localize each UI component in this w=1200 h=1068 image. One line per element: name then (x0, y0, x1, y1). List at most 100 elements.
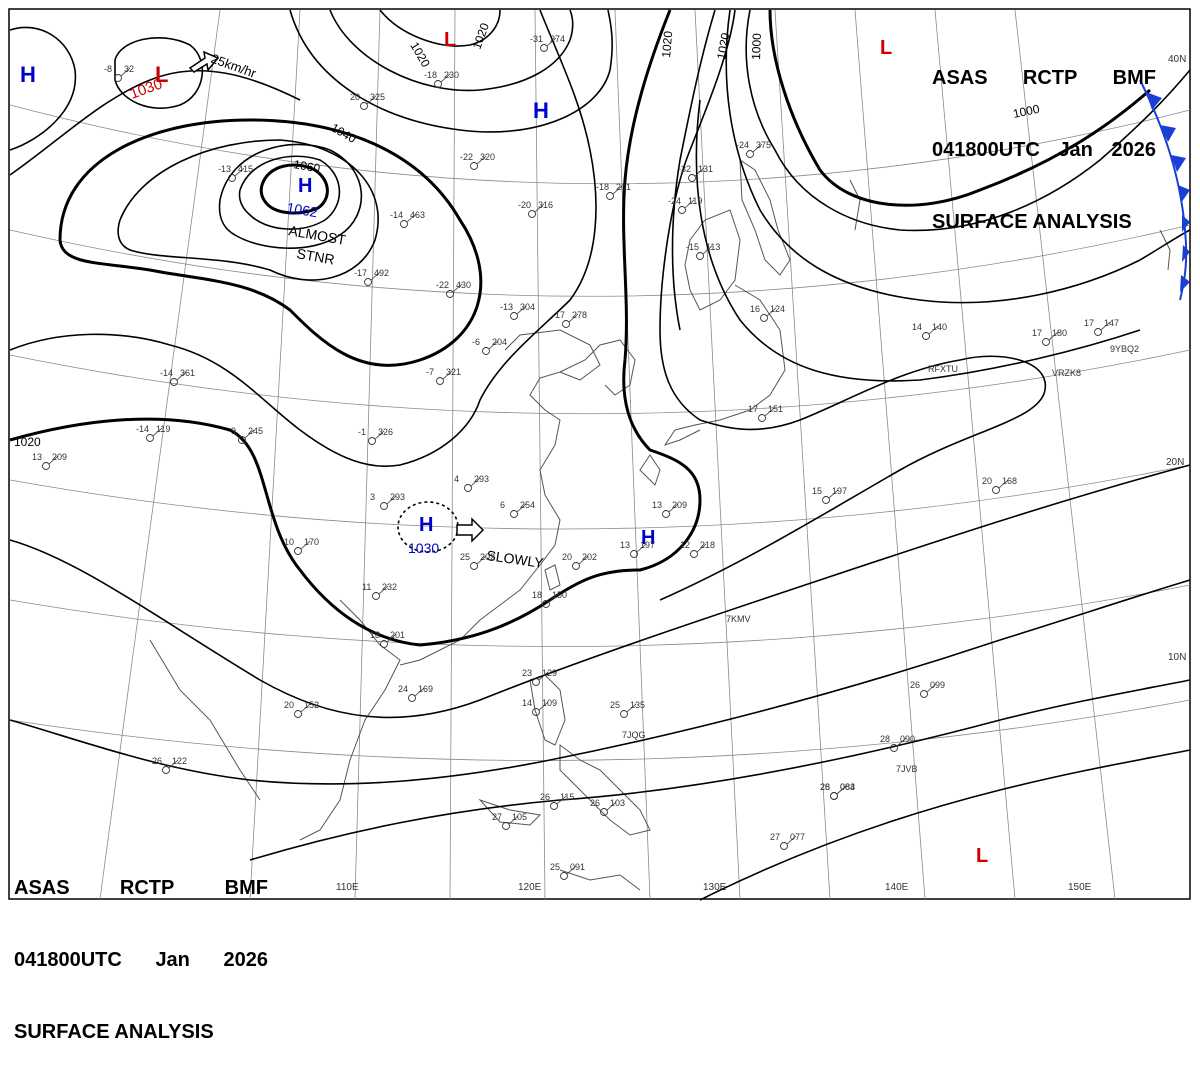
station-marker (992, 486, 1000, 494)
station-plot: 11 232 (362, 582, 397, 600)
ship-id: 7KMV (726, 614, 751, 624)
station-marker (696, 252, 704, 260)
wind-barb (374, 430, 385, 440)
header-year: 2026 (223, 949, 269, 971)
ship-id: RFXTU (928, 364, 958, 374)
station-pressure: 321 (446, 367, 461, 377)
station-marker (542, 600, 550, 608)
wind-barb (488, 340, 499, 350)
station-pressure: 245 (248, 426, 263, 436)
station-temp: -7 (426, 367, 434, 377)
ship-id: 7JVB (896, 764, 918, 774)
station-plot: 27 077 (770, 832, 805, 850)
station-temp: -17 (354, 268, 367, 278)
station-temp: 6 (500, 500, 505, 510)
cold-front (1139, 79, 1190, 301)
wind-barb (152, 427, 163, 437)
station-temp: -32 (678, 164, 691, 174)
station-plot: 17 151 (748, 404, 783, 422)
station-pressure: 180 (1052, 328, 1067, 338)
surface-analysis-map: 110E 120E 130E 140E 150E 40N 20N 10N (8, 8, 1191, 901)
station-temp: 3 (370, 492, 375, 502)
station-marker (572, 562, 580, 570)
isobar-label: 1020 (714, 31, 732, 60)
high-center: H (533, 98, 549, 123)
station-marker (562, 320, 570, 328)
isobar-label: 1060 (292, 157, 321, 175)
wind-barb (606, 801, 617, 811)
wind-barb (548, 593, 559, 603)
station-pressure: 119 (156, 424, 170, 434)
map-frame (8, 8, 1191, 900)
station-marker (470, 162, 478, 170)
station-plot: 26 115 (540, 792, 574, 810)
station-marker (746, 150, 754, 158)
station-pressure: 091 (570, 862, 585, 872)
station-pressure: 103 (610, 798, 625, 808)
station-plot: 4 293 (454, 474, 489, 492)
station-marker (678, 206, 686, 214)
station-marker (368, 437, 376, 445)
wind-barb (1100, 321, 1111, 331)
station-pressure: 278 (572, 310, 587, 320)
station-plot: 13 209 (32, 452, 67, 470)
station-temp: 27 (770, 832, 780, 842)
station-marker (760, 314, 768, 322)
station-pressure: 204 (492, 337, 507, 347)
latitude-label: 20N (1166, 457, 1184, 468)
station-pressure: 135 (630, 700, 645, 710)
station-marker (830, 792, 838, 800)
low-center: L (976, 845, 988, 867)
high-center-value: 1030 (408, 540, 439, 556)
header-top-right: ASAS RCTP BMF 041800UTC Jan 2026 SURFACE ANA… (932, 18, 1156, 258)
station-pressure: 293 (390, 492, 405, 502)
wind-barb (636, 543, 647, 553)
station-temp: 28 (880, 734, 890, 744)
station-marker (510, 312, 518, 320)
station-marker (434, 80, 442, 88)
station-marker (294, 710, 302, 718)
station-pressure: 254 (520, 500, 535, 510)
station-marker (238, 436, 246, 444)
isobar-label: 1000 (749, 33, 764, 60)
station-plot: 27 105 (492, 812, 527, 830)
graticule (9, 9, 1191, 900)
station-pressure: 201 (616, 182, 631, 192)
header-office: BMF (224, 877, 268, 899)
station-temp: 15 (812, 486, 822, 496)
station-temp: 18 (370, 630, 380, 640)
longitude-label: 130E (703, 882, 727, 893)
wind-barb (452, 283, 463, 293)
isobar-label: 1020 (14, 435, 41, 449)
station-temp: -14 (136, 424, 149, 434)
station-pressure: 077 (790, 832, 805, 842)
station-temp: -13 (218, 164, 231, 174)
station-temp: 26 (152, 756, 162, 766)
station-marker (42, 462, 50, 470)
station-plot: 26 103 (590, 798, 625, 816)
station-temp: -18 (596, 182, 609, 192)
station-pressure: 230 (444, 70, 459, 80)
station-pressure: 197 (640, 540, 655, 550)
longitude-label: 150E (1068, 882, 1092, 893)
station-temp: 26 (820, 782, 830, 792)
grid-labels: 110E 120E 130E 140E 150E 40N 20N 10N (336, 54, 1186, 893)
station-pressure: 232 (382, 582, 397, 592)
station-marker (228, 174, 236, 182)
station-pressure: 083 (840, 782, 855, 792)
longitude-label: 120E (518, 882, 542, 893)
station-marker (630, 550, 638, 558)
station-plot: -14 361 (160, 368, 195, 386)
wind-barb (48, 455, 59, 465)
ship-id: 7JQG (622, 730, 646, 740)
station-plot: -32 131 (678, 164, 713, 182)
station-pressure: 492 (374, 268, 389, 278)
wind-barb (534, 203, 545, 213)
station-plot: 6 254 (500, 500, 535, 518)
station-plot: 20 325 (350, 92, 385, 110)
station-pressure: 274 (550, 34, 565, 44)
station-pressure: 151 (768, 404, 783, 414)
station-marker (920, 690, 928, 698)
station-plot: 14 140 (912, 322, 947, 340)
station-temp: 20 (350, 92, 360, 102)
